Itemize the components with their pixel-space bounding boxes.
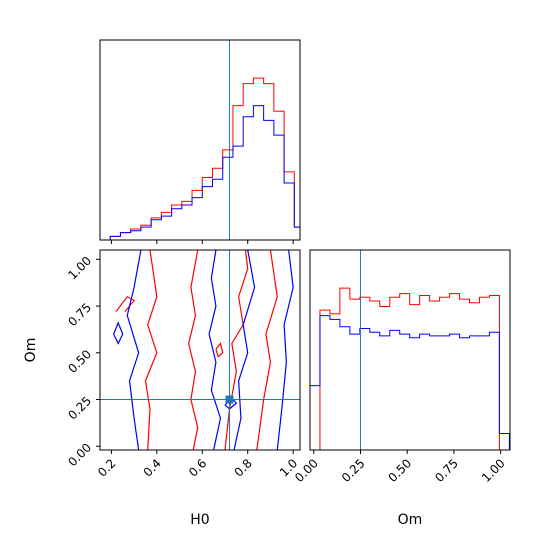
histogram-H0-panel (99, 39, 301, 241)
x-axis-label-H0: H0 (190, 512, 209, 528)
histogram-Om-series-2 (310, 315, 510, 450)
histogram-Om-panel (309, 249, 511, 451)
contour-series-1-line-6 (215, 342, 224, 358)
contour-series-2-line-5 (276, 250, 294, 450)
y-axis-label-Om: Om (23, 338, 39, 363)
contour-series-1-line-5 (256, 250, 278, 450)
contour-frame (99, 249, 301, 451)
contour-H0-Om-panel (99, 249, 301, 451)
histogram-H0-series-2 (100, 105, 300, 240)
contour-series-1-line-1 (144, 250, 158, 450)
histogram-Om-series-1 (310, 287, 510, 450)
contour-series-2-line-2 (208, 250, 222, 450)
truth-marker (225, 395, 234, 404)
x-axis-label-Om-diagonal: Om (398, 512, 423, 528)
histogram-H0-frame (99, 39, 301, 241)
contour-series-1-line-2 (188, 250, 199, 450)
contour-series-2-line-1 (126, 250, 142, 450)
histogram-Om-frame (309, 249, 511, 451)
contour-series-2-line-4 (233, 250, 256, 450)
contour-series-2-line-3 (113, 321, 124, 345)
histogram-H0-series-1 (100, 77, 300, 240)
